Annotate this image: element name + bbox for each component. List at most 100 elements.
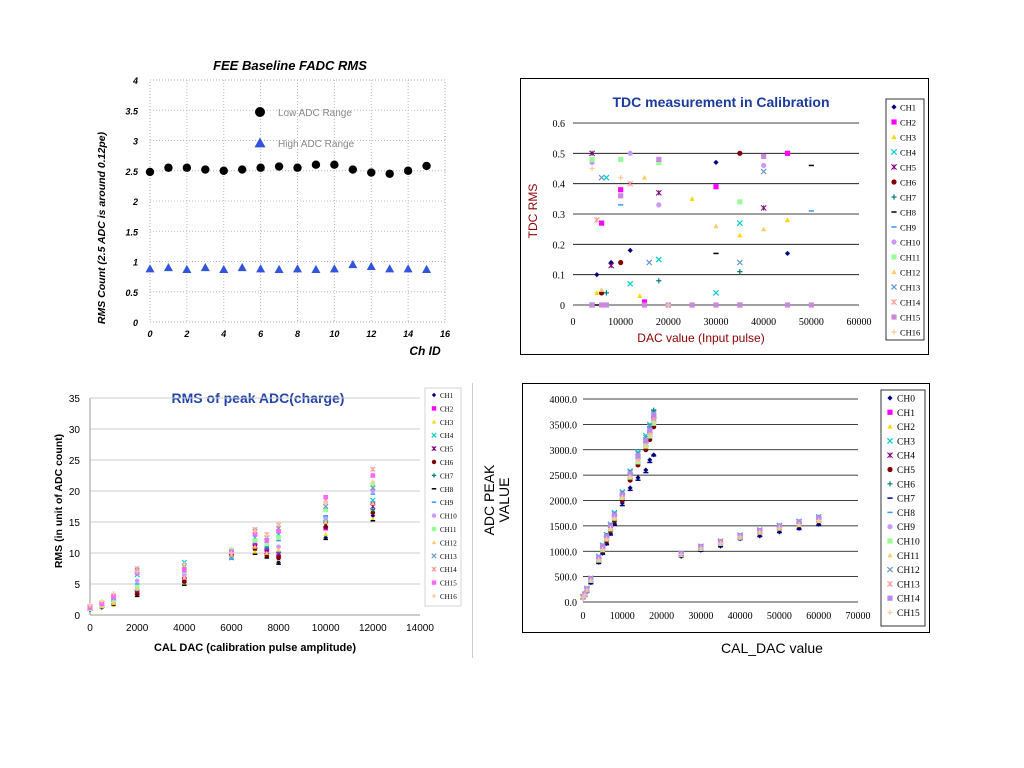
data-point: [370, 516, 376, 521]
data-point: [264, 541, 270, 546]
data-point: [370, 510, 376, 515]
legend-marker: [891, 299, 897, 305]
x-tick-label: 70000: [846, 611, 871, 622]
x-tick-label: 0: [87, 623, 93, 634]
y-tick-label: 3: [133, 137, 138, 147]
y-axis-label: ADC PEAK VALUE: [481, 464, 512, 536]
data-point: [713, 159, 719, 166]
data-point: [651, 407, 657, 413]
data-point: [618, 156, 624, 162]
y-tick-label: 0.1: [553, 271, 566, 282]
legend-marker: [887, 580, 893, 587]
legend-label: CH11: [900, 253, 920, 263]
data-point: [182, 264, 192, 273]
legend-marker: [891, 164, 897, 170]
data-point: [594, 290, 600, 295]
legend-label: Low ADC Range: [278, 108, 352, 119]
y-tick-label: 4: [132, 76, 138, 86]
data-point: [323, 494, 329, 500]
y-tick-label: 0.3: [553, 210, 566, 221]
data-point: [784, 150, 791, 156]
legend-label: CH0: [897, 395, 915, 405]
legend-label: CH3: [900, 133, 916, 143]
data-point: [604, 533, 610, 539]
legend-marker: [431, 593, 437, 599]
legend-label: CH2: [900, 118, 916, 128]
data-point: [784, 302, 791, 308]
y-tick-label: 10: [69, 549, 81, 560]
x-tick-label: 14000: [406, 623, 434, 634]
data-point: [608, 526, 613, 532]
y-tick-label: 2000.0: [550, 497, 578, 508]
data-point: [367, 168, 376, 177]
data-point: [385, 264, 395, 273]
data-point: [698, 545, 704, 551]
data-point: [589, 150, 596, 157]
legend-label: CH5: [440, 446, 454, 454]
data-point: [264, 533, 270, 538]
legend-marker: [431, 459, 437, 465]
data-point: [237, 263, 247, 272]
data-point: [736, 259, 743, 266]
y-tick-label: 1.5: [125, 227, 139, 237]
data-point: [348, 165, 358, 174]
legend-label: CH14: [440, 566, 457, 574]
legend-label: CH13: [440, 553, 457, 561]
data-point: [737, 534, 743, 540]
legend-marker: [886, 437, 894, 444]
legend-label: CH4: [897, 452, 915, 462]
data-point: [366, 261, 376, 270]
data-point: [274, 162, 284, 171]
data-point: [643, 443, 649, 449]
data-point: [348, 260, 358, 269]
data-point: [689, 196, 695, 201]
legend-marker: [887, 552, 893, 558]
x-tick-label: 40000: [728, 611, 753, 622]
data-point: [134, 569, 140, 574]
data-point: [600, 543, 606, 549]
legend-label: High ADC Range: [278, 139, 355, 150]
data-point: [757, 529, 763, 535]
data-point: [712, 289, 720, 296]
x-tick-label: 20000: [649, 611, 674, 622]
legend-marker: [887, 395, 893, 401]
data-point: [274, 264, 284, 273]
data-point: [618, 193, 624, 199]
x-tick-label: 10000: [312, 623, 340, 634]
x-tick-label: 2000: [126, 623, 149, 634]
legend-marker: [887, 524, 893, 530]
legend-label: CH15: [440, 580, 457, 588]
data-point: [201, 165, 210, 174]
data-point: [608, 262, 615, 269]
legend-marker: [431, 540, 437, 545]
x-tick-label: 16: [440, 329, 451, 339]
legend-label: CH15: [897, 609, 920, 619]
data-point: [718, 540, 723, 546]
data-point: [737, 150, 743, 156]
legend-marker: [254, 137, 266, 148]
legend-marker: [255, 107, 265, 117]
legend-label: CH9: [897, 523, 915, 533]
x-tick-label: 4: [220, 329, 226, 339]
x-tick-label: 8000: [267, 623, 290, 634]
y-tick-label: 1: [133, 258, 138, 268]
y-axis-label: RMS (in unit of ADC count): [53, 434, 65, 568]
legend-marker: [891, 329, 897, 335]
data-point: [678, 551, 684, 557]
data-point: [651, 412, 657, 418]
data-point: [611, 515, 617, 521]
data-point: [599, 302, 605, 308]
tdc-chart-panel: TDC measurement in Calibration TDC RMS D…: [520, 78, 929, 355]
data-point: [598, 174, 605, 181]
data-point: [370, 513, 376, 519]
data-point: [637, 293, 643, 298]
x-axis-label: DAC value (Input pulse): [637, 331, 764, 345]
data-point: [596, 557, 602, 563]
data-point: [816, 517, 822, 523]
data-point: [647, 427, 653, 433]
data-point: [713, 184, 719, 190]
data-point: [370, 479, 376, 484]
data-point: [164, 163, 173, 172]
legend-label: CH12: [897, 566, 920, 576]
data-point: [713, 302, 719, 308]
